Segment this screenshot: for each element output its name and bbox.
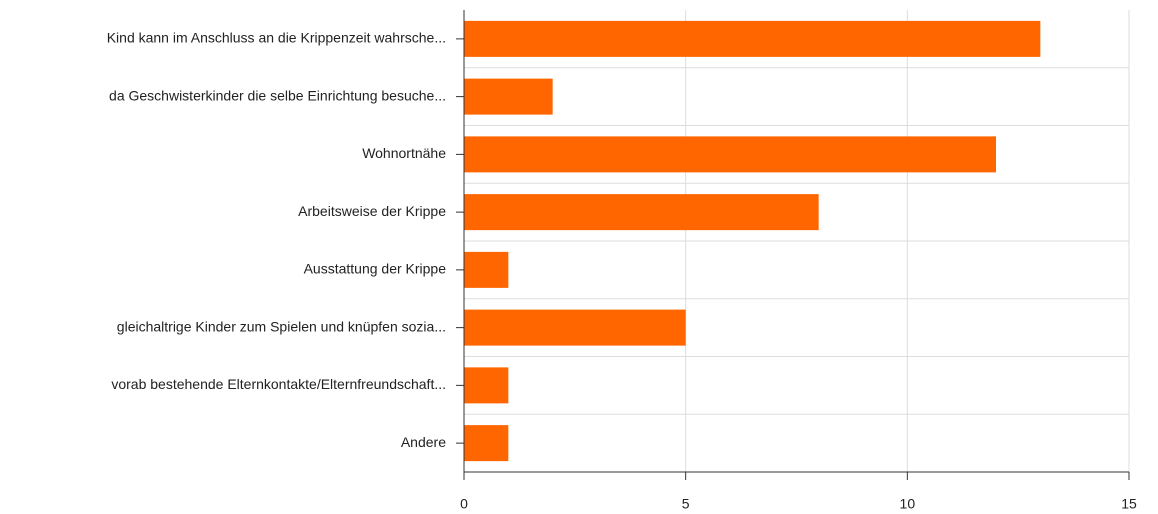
bar — [464, 20, 1041, 57]
y-tick-label: Arbeitsweise der Krippe — [298, 203, 446, 219]
y-tick-label: Kind kann im Anschluss an die Krippenzei… — [107, 30, 446, 46]
bar — [464, 78, 553, 115]
y-tick-label: da Geschwisterkinder die selbe Einrichtu… — [109, 87, 446, 103]
y-tick-label: Wohnortnähe — [362, 145, 446, 161]
x-tick-label: 15 — [1121, 496, 1137, 512]
x-tick-label: 0 — [460, 496, 468, 512]
y-tick-label: vorab bestehende Elternkontakte/Elternfr… — [111, 376, 446, 392]
bar — [464, 136, 996, 173]
bar — [464, 309, 686, 346]
x-tick-label: 5 — [682, 496, 690, 512]
x-tick-label: 10 — [900, 496, 916, 512]
bar — [464, 425, 509, 462]
y-tick-label: gleichaltrige Kinder zum Spielen und knü… — [117, 318, 446, 334]
y-tick-label: Andere — [401, 434, 446, 450]
bar — [464, 367, 509, 404]
bar — [464, 194, 819, 231]
y-tick-label: Ausstattung der Krippe — [304, 261, 447, 277]
bar — [464, 251, 509, 288]
